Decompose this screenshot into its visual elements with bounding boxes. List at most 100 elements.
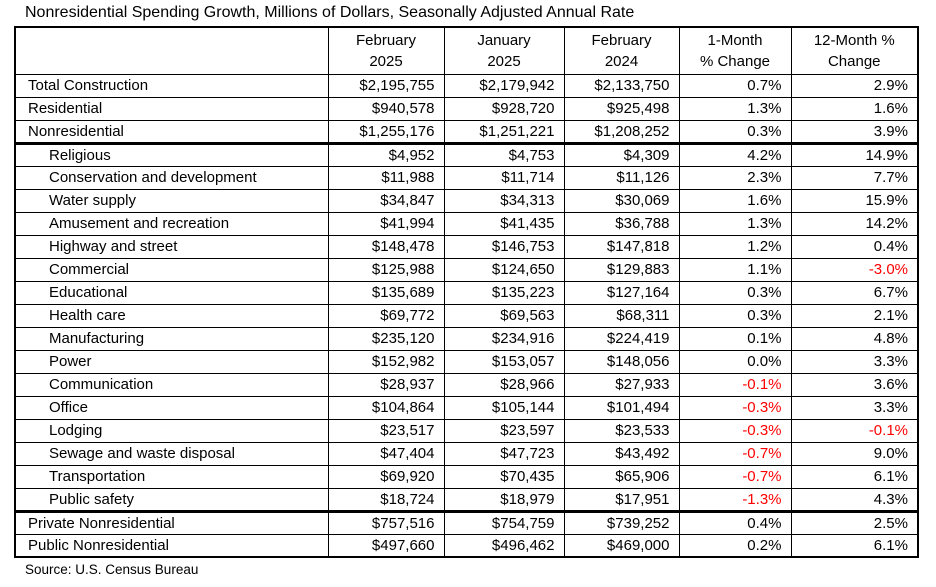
cell-feb-2024: $27,933 [563,372,680,397]
cell-feb-2025: $152,982 [327,349,445,374]
header-row: February 2025 January 2025 February 2024… [14,26,919,75]
column-header-line: February [355,31,417,49]
cell-1-month-change: 0.4% [678,510,792,535]
cell-feb-2025: $69,920 [327,464,445,489]
table-row: Amusement and recreation $41,994 $41,435 $3… [14,211,919,236]
cell-feb-2025: $235,120 [327,326,445,351]
cell-jan-2025: $47,723 [443,441,565,466]
cell-jan-2025: $234,916 [443,326,565,351]
cell-jan-2025: $928,720 [443,96,565,121]
table-header: February 2025 January 2025 February 2024… [14,26,919,75]
cell-12-month-change: 3.3% [790,349,919,374]
cell-feb-2024: $925,498 [563,96,680,121]
cell-feb-2025: $28,937 [327,372,445,397]
column-header-line: 2025 [369,52,403,70]
row-label: Conservation and development [14,165,329,190]
cell-feb-2024: $2,133,750 [563,73,680,98]
table-row: Total Construction $2,195,755 $2,179,942 $2… [14,73,919,98]
cell-1-month-change: 2.3% [678,165,792,190]
cell-12-month-change: 3.9% [790,119,919,145]
cell-feb-2025: $2,195,755 [327,73,445,98]
cell-12-month-change: 14.2% [790,211,919,236]
cell-jan-2025: $34,313 [443,188,565,213]
cell-feb-2024: $127,164 [563,280,680,305]
cell-feb-2024: $43,492 [563,441,680,466]
cell-1-month-change: -0.3% [678,418,792,443]
cell-12-month-change: 6.1% [790,464,919,489]
cell-1-month-change: 0.2% [678,533,792,558]
cell-feb-2025: $757,516 [327,510,445,535]
cell-feb-2024: $68,311 [563,303,680,328]
cell-1-month-change: -0.7% [678,441,792,466]
cell-12-month-change: 7.7% [790,165,919,190]
cell-1-month-change: 4.2% [678,142,792,167]
table-row: Educational $135,689 $135,223 $127,164 0.3% 6… [14,280,919,305]
cell-feb-2024: $147,818 [563,234,680,259]
cell-12-month-change: 1.6% [790,96,919,121]
cell-jan-2025: $2,179,942 [443,73,565,98]
cell-jan-2025: $28,966 [443,372,565,397]
cell-feb-2024: $4,309 [563,142,680,167]
column-header-jan-2025: January 2025 [443,26,565,75]
cell-feb-2025: $11,988 [327,165,445,190]
cell-feb-2024: $129,883 [563,257,680,282]
row-label: Amusement and recreation [14,211,329,236]
row-label: Power [14,349,329,374]
row-label: Sewage and waste disposal [14,441,329,466]
cell-feb-2025: $104,864 [327,395,445,420]
cell-12-month-change: -0.1% [790,418,919,443]
row-label: Lodging [14,418,329,443]
cell-1-month-change: -0.3% [678,395,792,420]
cell-jan-2025: $496,462 [443,533,565,558]
column-header-line: 2025 [487,52,521,70]
table-row: Water supply $34,847 $34,313 $30,069 1.6% 15.… [14,188,919,213]
cell-1-month-change: 0.1% [678,326,792,351]
cell-feb-2025: $4,952 [327,142,445,167]
cell-12-month-change: 0.4% [790,234,919,259]
cell-jan-2025: $41,435 [443,211,565,236]
row-label: Health care [14,303,329,328]
table-row: Religious $4,952 $4,753 $4,309 4.2% 14.9% [14,142,919,167]
cell-12-month-change: 14.9% [790,142,919,167]
cell-feb-2024: $739,252 [563,510,680,535]
column-header-1-month-change: 1-Month % Change [678,26,792,75]
spending-table: February 2025 January 2025 February 2024… [14,26,919,558]
table-row: Lodging $23,517 $23,597 $23,533 -0.3% -0.1% [14,418,919,443]
cell-feb-2024: $101,494 [563,395,680,420]
cell-feb-2025: $34,847 [327,188,445,213]
row-label: Highway and street [14,234,329,259]
cell-12-month-change: 4.3% [790,487,919,513]
column-header-line: % Change [699,52,771,70]
cell-feb-2024: $224,419 [563,326,680,351]
cell-feb-2025: $125,988 [327,257,445,282]
table-row: Communication $28,937 $28,966 $27,933 -0.1% 3… [14,372,919,397]
cell-feb-2025: $69,772 [327,303,445,328]
table-row: Health care $69,772 $69,563 $68,311 0.3% 2.1% [14,303,919,328]
cell-jan-2025: $124,650 [443,257,565,282]
cell-1-month-change: -1.3% [678,487,792,513]
column-header-12-month-change: 12-Month % Change [790,26,919,75]
cell-feb-2025: $148,478 [327,234,445,259]
column-header-line: 1-Month [707,31,763,49]
cell-feb-2025: $18,724 [327,487,445,513]
cell-1-month-change: 0.3% [678,119,792,145]
row-label: Educational [14,280,329,305]
cell-feb-2024: $30,069 [563,188,680,213]
row-label: Commercial [14,257,329,282]
cell-feb-2025: $135,689 [327,280,445,305]
cell-12-month-change: 2.5% [790,510,919,535]
column-header-line: February [591,31,652,49]
table-row: Nonresidential $1,255,176 $1,251,221 $1,208… [14,119,919,145]
table-row: Manufacturing $235,120 $234,916 $224,419 0.1… [14,326,919,351]
cell-feb-2025: $23,517 [327,418,445,443]
cell-feb-2025: $497,660 [327,533,445,558]
table-row: Public Nonresidential $497,660 $496,462 $46… [14,533,919,558]
row-label: Total Construction [14,73,329,98]
cell-1-month-change: -0.1% [678,372,792,397]
cell-1-month-change: 0.7% [678,73,792,98]
cell-12-month-change: 2.1% [790,303,919,328]
cell-jan-2025: $70,435 [443,464,565,489]
cell-12-month-change: 6.7% [790,280,919,305]
cell-feb-2024: $148,056 [563,349,680,374]
